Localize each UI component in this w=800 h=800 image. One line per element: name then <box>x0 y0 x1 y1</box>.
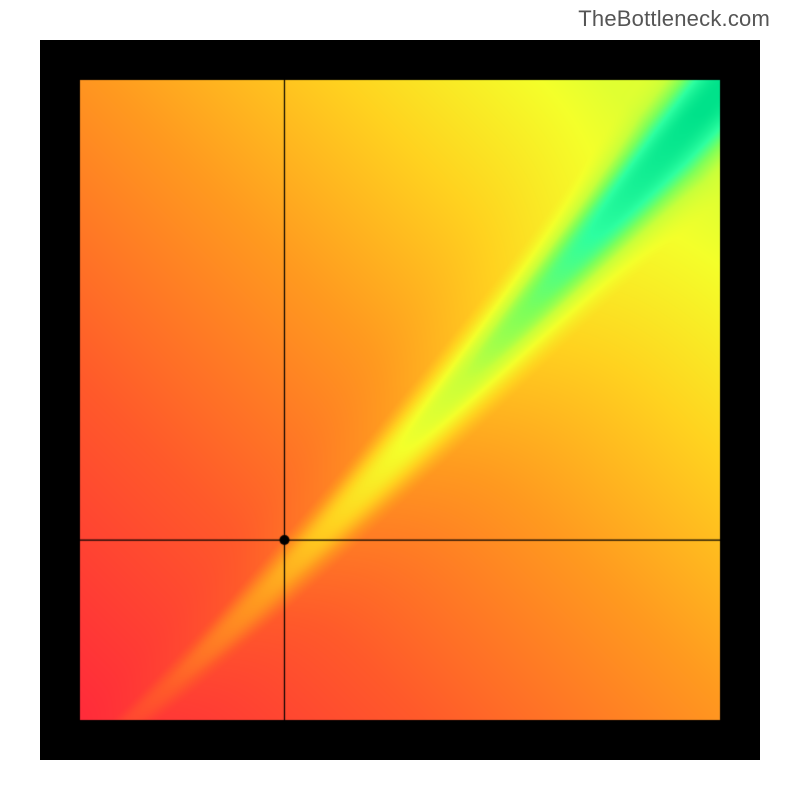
chart-container: TheBottleneck.com <box>0 0 800 800</box>
bottleneck-heatmap <box>40 40 760 760</box>
watermark-text: TheBottleneck.com <box>578 6 770 32</box>
